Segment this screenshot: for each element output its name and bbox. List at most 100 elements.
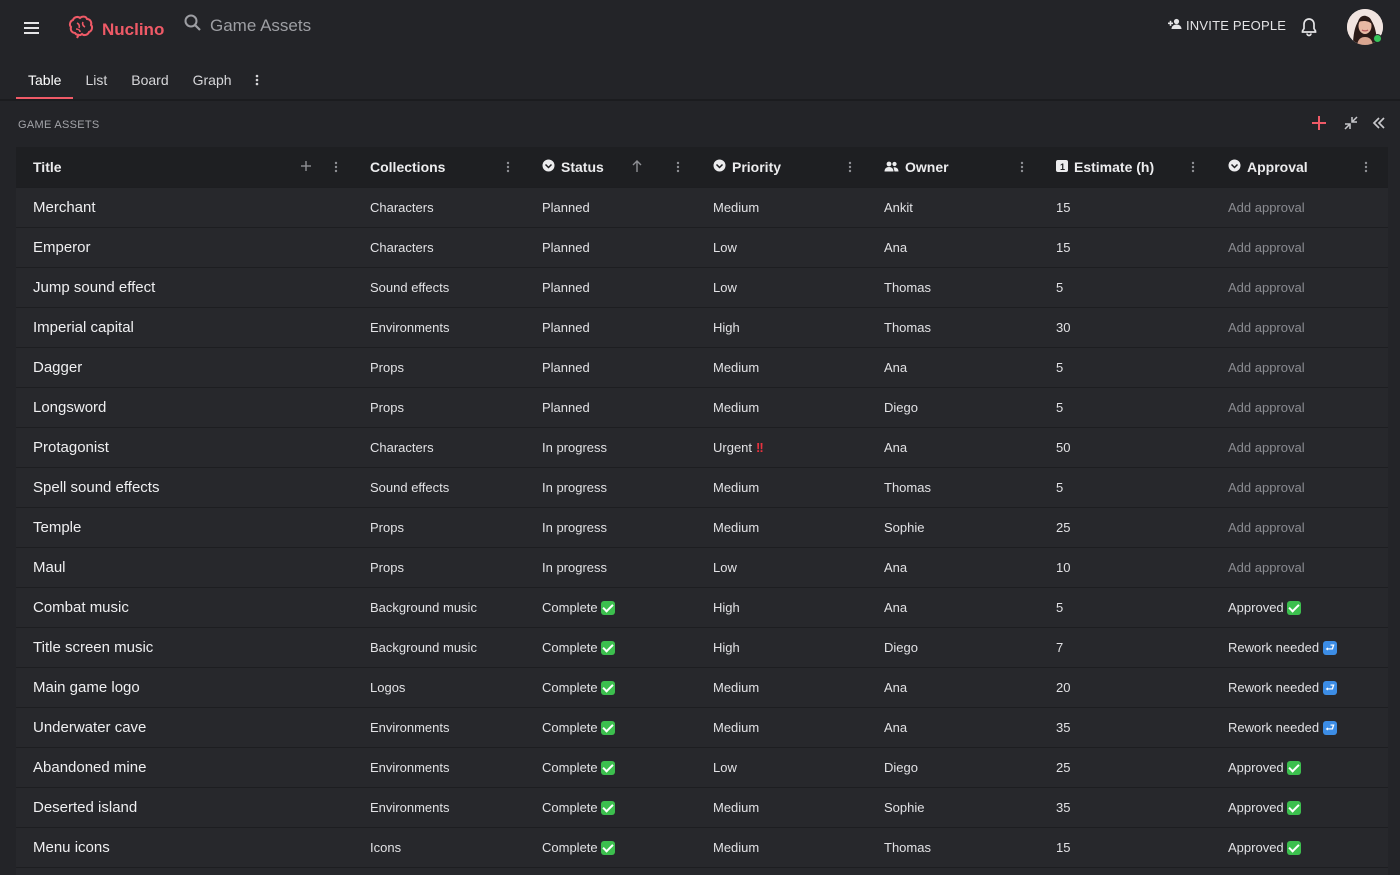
cell-owner[interactable]: Ana	[872, 588, 1043, 627]
cell-status[interactable]: Complete	[529, 668, 700, 707]
cell-title[interactable]: Dagger	[16, 348, 357, 387]
cell-approval[interactable]: Add approval	[1215, 268, 1388, 307]
cell-estimate[interactable]: 20	[1043, 668, 1215, 707]
cell-title[interactable]: Combat music	[16, 588, 357, 627]
column-menu-icon[interactable]	[1191, 160, 1203, 174]
cell-status[interactable]: Complete	[529, 588, 700, 627]
cell-owner[interactable]: Thomas	[872, 308, 1043, 347]
table-row[interactable]: Dagger Props Planned Medium Ana 5 Add approval	[16, 347, 1388, 387]
cell-estimate[interactable]: 25	[1043, 508, 1215, 547]
table-row[interactable]: Protagonist Characters In progress Urgent!!…	[16, 427, 1388, 467]
cell-owner[interactable]: Ana	[872, 348, 1043, 387]
cell-title[interactable]: Underwater cave	[16, 708, 357, 747]
cell-approval[interactable]: Approved	[1215, 588, 1388, 627]
cell-approval[interactable]: Rework needed	[1215, 628, 1388, 667]
tab-table[interactable]: Table	[16, 60, 74, 99]
cell-collection[interactable]: Sound effects	[357, 468, 529, 507]
cell-status[interactable]: Planned	[529, 348, 700, 387]
cell-approval[interactable]: Add approval	[1215, 508, 1388, 547]
cell-status[interactable]: Planned	[529, 188, 700, 227]
cell-collection[interactable]: Icons	[357, 868, 529, 875]
cell-priority[interactable]: Medium	[700, 468, 872, 507]
cell-title[interactable]: Main game logo	[16, 668, 357, 707]
column-header-approval[interactable]: Approval	[1215, 147, 1388, 187]
hamburger-menu-icon[interactable]	[22, 18, 42, 38]
cell-estimate[interactable]: 10	[1043, 868, 1215, 875]
cell-owner[interactable]: Ankit	[872, 188, 1043, 227]
cell-priority[interactable]: Medium	[700, 868, 872, 875]
cell-collection[interactable]: Environments	[357, 748, 529, 787]
cell-estimate[interactable]: 35	[1043, 708, 1215, 747]
cell-title[interactable]: Spell sound effects	[16, 468, 357, 507]
column-header-priority[interactable]: Priority	[700, 147, 872, 187]
cell-priority[interactable]: High	[700, 588, 872, 627]
cell-priority[interactable]: Medium	[700, 508, 872, 547]
cell-owner[interactable]: Thomas	[872, 828, 1043, 867]
cell-approval[interactable]: Add approval	[1215, 188, 1388, 227]
cell-approval[interactable]: Approved	[1215, 828, 1388, 867]
cell-priority[interactable]: Medium	[700, 388, 872, 427]
column-menu-icon[interactable]	[334, 160, 346, 174]
cell-owner[interactable]: Ana	[872, 708, 1043, 747]
table-row[interactable]: Maul Props In progress Low Ana 10 Add approval	[16, 547, 1388, 587]
more-views-icon[interactable]	[244, 60, 270, 99]
cell-owner[interactable]: Thomas	[872, 468, 1043, 507]
cell-estimate[interactable]: 25	[1043, 748, 1215, 787]
table-row[interactable]: Title screen music Background music Comple…	[16, 627, 1388, 667]
cell-collection[interactable]: Environments	[357, 708, 529, 747]
cell-title[interactable]: Jump sound effect	[16, 268, 357, 307]
table-row[interactable]: Abandoned mine Environments Complete Low Die…	[16, 747, 1388, 787]
cell-owner[interactable]: Diego	[872, 388, 1043, 427]
table-row[interactable]: Spell sound effects Sound effects In progr…	[16, 467, 1388, 507]
cell-estimate[interactable]: 5	[1043, 388, 1215, 427]
cell-estimate[interactable]: 7	[1043, 628, 1215, 667]
column-header-collections[interactable]: Collections	[357, 147, 529, 187]
column-header-title[interactable]: Title	[16, 147, 357, 187]
cell-approval[interactable]: Add approval	[1215, 388, 1388, 427]
cell-owner[interactable]: Ana	[872, 548, 1043, 587]
add-item-icon[interactable]	[1311, 115, 1327, 136]
notifications-bell-icon[interactable]	[1300, 17, 1318, 42]
cell-owner[interactable]: Sophie	[872, 508, 1043, 547]
cell-status[interactable]: Complete	[529, 748, 700, 787]
cell-priority[interactable]: Low	[700, 748, 872, 787]
cell-approval[interactable]: Rework needed	[1215, 668, 1388, 707]
cell-title[interactable]: Menu icons	[16, 828, 357, 867]
column-menu-icon[interactable]	[676, 160, 688, 174]
cell-status[interactable]: Complete	[529, 828, 700, 867]
cell-collection[interactable]: Environments	[357, 308, 529, 347]
tab-graph[interactable]: Graph	[192, 71, 232, 88]
column-menu-icon[interactable]	[506, 160, 518, 174]
cell-collection[interactable]: Props	[357, 508, 529, 547]
cell-title[interactable]: Merchant	[16, 188, 357, 227]
cell-priority[interactable]: Medium	[700, 828, 872, 867]
cell-owner[interactable]: Ana	[872, 428, 1043, 467]
cell-priority[interactable]: Medium	[700, 348, 872, 387]
cell-title[interactable]: Imperial capital	[16, 308, 357, 347]
cell-status[interactable]: Planned	[529, 308, 700, 347]
add-column-icon[interactable]	[300, 159, 312, 175]
table-row[interactable]: Jump sound effect Sound effects Planned Low…	[16, 267, 1388, 307]
cell-approval[interactable]: Add approval	[1215, 428, 1388, 467]
cell-priority[interactable]: Low	[700, 548, 872, 587]
cell-approval[interactable]: Approved	[1215, 868, 1388, 875]
collapse-sidebar-icon[interactable]	[1372, 116, 1386, 135]
table-row[interactable]: Emperor Characters Planned Low Ana 15 Add appr…	[16, 227, 1388, 267]
cell-title[interactable]: Quest log	[16, 868, 357, 875]
cell-owner[interactable]: Sophie	[872, 868, 1043, 875]
cell-approval[interactable]: Add approval	[1215, 468, 1388, 507]
cell-estimate[interactable]: 15	[1043, 228, 1215, 267]
cell-approval[interactable]: Approved	[1215, 748, 1388, 787]
cell-priority[interactable]: High	[700, 628, 872, 667]
cell-priority[interactable]: Urgent!!	[700, 428, 872, 467]
cell-approval[interactable]: Add approval	[1215, 308, 1388, 347]
column-menu-icon[interactable]	[1020, 160, 1032, 174]
cell-title[interactable]: Deserted island	[16, 788, 357, 827]
cell-status[interactable]: Complete	[529, 788, 700, 827]
cell-priority[interactable]: Medium	[700, 788, 872, 827]
cell-estimate[interactable]: 15	[1043, 188, 1215, 227]
cell-status[interactable]: Planned	[529, 268, 700, 307]
tab-list[interactable]: List	[85, 71, 108, 88]
cell-status[interactable]: Planned	[529, 228, 700, 267]
collapse-arrows-icon[interactable]	[1344, 116, 1358, 135]
